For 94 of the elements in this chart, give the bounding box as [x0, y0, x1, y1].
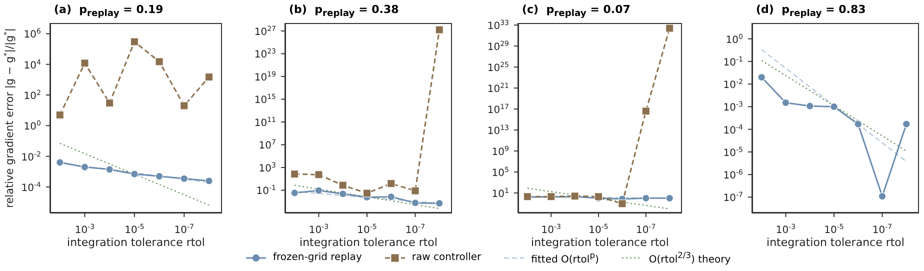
point [105, 98, 114, 108]
y-tick-label: 10$^{33}$ [487, 19, 509, 32]
point [362, 189, 372, 198]
point [155, 58, 164, 66]
point [854, 120, 862, 128]
y-tick-label: 10$^{-2}$ [21, 150, 41, 164]
point [80, 59, 89, 68]
y-tick-label: 10$^{7}$ [258, 138, 276, 152]
point [56, 158, 64, 166]
x-tick-label: 10$^{-3}$ [308, 223, 329, 236]
point [314, 186, 323, 194]
point [205, 176, 213, 185]
x-axis-title: integration tolerance rtol [766, 236, 904, 249]
y-tick-label: 10$^{6}$ [24, 28, 42, 41]
y-tick-label: 10$^{-3}$ [723, 100, 743, 114]
point [878, 192, 886, 200]
point [80, 163, 89, 171]
x-axis-title: integration tolerance rtol [300, 236, 438, 249]
y-tick-label: 10$^{3}$ [258, 161, 276, 174]
y-tick-label: 10$^{5}$ [492, 166, 509, 179]
x-tick-label: 10$^{-5}$ [124, 223, 144, 236]
y-tick-label: 10$^{23}$ [254, 48, 276, 61]
chart-title: (a) p$_{replay}$ = 0.19 [54, 3, 164, 20]
x-tick-label: 10$^{-3}$ [776, 223, 796, 236]
point [902, 120, 910, 128]
y-tick-label: 10$^{29}$ [487, 40, 509, 54]
point [387, 192, 396, 201]
y-tick-label: 10$^{15}$ [254, 93, 276, 106]
point [56, 110, 64, 120]
point [618, 200, 626, 208]
x-tick-label: 10$^{-5}$ [357, 223, 377, 236]
y-tick-label: 10$^{25}$ [487, 61, 509, 74]
y-tick-label: 10$^{-4}$ [723, 123, 744, 136]
y-tick-label: 10$^{27}$ [254, 24, 276, 38]
point [204, 72, 214, 82]
point [314, 170, 323, 179]
x-tick-label: 10$^{-3}$ [541, 223, 561, 236]
y-tick-label: 10$^{-7}$ [723, 191, 743, 204]
y-tick-label: 10$^{17}$ [487, 103, 509, 116]
y-tick-label: 10$^{2}$ [24, 89, 41, 102]
point [411, 186, 420, 195]
x-tick-label: 10$^{-7}$ [174, 223, 194, 236]
y-tick-label: 10$^{0}$ [726, 32, 743, 46]
legend-label: fitted O(rtol$^{p}$) [531, 250, 599, 266]
point [435, 199, 444, 208]
x-tick-label: 10$^{-3}$ [74, 223, 95, 236]
point [806, 102, 814, 110]
point [758, 73, 766, 82]
point [666, 24, 674, 32]
x-axis-title: integration tolerance rtol [531, 236, 669, 249]
point [155, 172, 164, 180]
y-tick-label: 10$^{-6}$ [723, 168, 744, 182]
point [642, 107, 650, 116]
chart-title: (d) p$_{replay}$ = 0.83 [756, 3, 866, 20]
legend-label: O(rtol$^{2/3}$) theory [648, 250, 731, 266]
point [106, 166, 114, 174]
x-axis-title: integration tolerance rtol [67, 236, 205, 249]
point [130, 38, 139, 46]
x-tick-label: 10$^{-5}$ [588, 223, 608, 236]
y-tick-label: 10$^{21}$ [487, 82, 509, 96]
point [290, 170, 299, 178]
y-tick-label: 10$^{-5}$ [723, 146, 743, 159]
y-tick-label: 10$^{-1}$ [256, 184, 276, 198]
point [290, 189, 298, 197]
point [830, 102, 838, 111]
x-tick-label: 10$^{-7}$ [405, 223, 426, 236]
legend-label: frozen-grid replay [273, 252, 362, 264]
y-tick-label: 10$^{-1}$ [723, 55, 743, 68]
y-tick-label: 10$^{9}$ [492, 144, 509, 158]
y-tick-label: 10$^{13}$ [487, 124, 509, 137]
point [338, 181, 347, 190]
legend-label: raw controller [412, 252, 482, 264]
y-tick-label: 10$^{-2}$ [723, 78, 743, 92]
point [642, 194, 650, 202]
chart-title: (b) p$_{replay}$ = 0.38 [289, 3, 399, 20]
point [180, 102, 188, 110]
point [435, 26, 444, 34]
y-tick-label: 10$^{-4}$ [21, 180, 42, 194]
point [782, 98, 790, 107]
y-tick-label: 10$^{11}$ [254, 116, 276, 129]
x-tick-label: 10$^{-5}$ [824, 223, 844, 236]
y-tick-label: 10$^{1}$ [492, 186, 509, 200]
point [130, 170, 138, 178]
y-tick-label: 10$^{0}$ [24, 120, 41, 133]
x-tick-label: 10$^{-7}$ [636, 223, 656, 236]
y-tick-label: 10$^{19}$ [254, 70, 276, 84]
point [387, 179, 396, 188]
x-tick-label: 10$^{-7}$ [872, 223, 892, 236]
point [666, 194, 674, 202]
point [411, 198, 420, 207]
chart-title: (c) p$_{replay}$ = 0.07 [522, 3, 630, 20]
point [180, 174, 188, 183]
point [338, 190, 347, 198]
y-tick-label: 10$^{4}$ [24, 58, 42, 72]
